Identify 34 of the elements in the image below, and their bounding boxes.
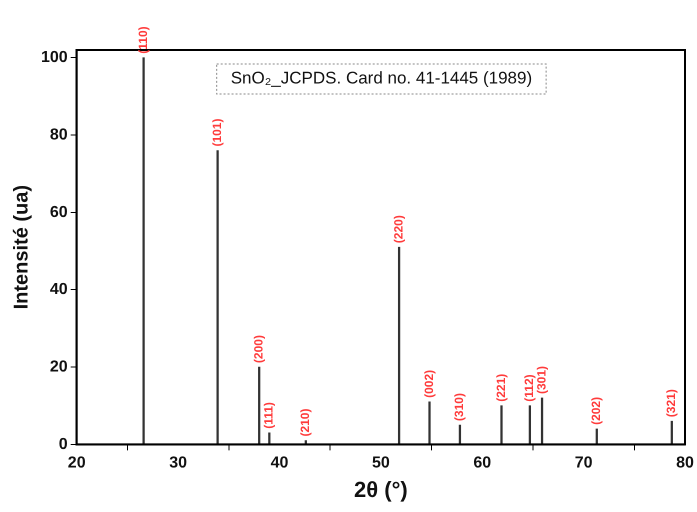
x-tick-label: 80 <box>676 454 694 472</box>
x-tick-label: 30 <box>169 454 188 472</box>
bar <box>268 432 270 444</box>
annotation: (221) <box>494 374 508 402</box>
x-tick-label: 70 <box>574 454 593 472</box>
bar <box>304 440 307 444</box>
y-tick-label: 0 <box>58 436 68 453</box>
annotation: (101) <box>210 118 224 147</box>
annotation: (200) <box>252 335 266 364</box>
annotation: (220) <box>391 215 406 244</box>
x-tick-label: 40 <box>270 454 288 472</box>
x-tick-label: 50 <box>372 454 390 472</box>
annotation: SnO₂_JCPDS. Card no. 41-1445 (1989) <box>230 68 532 88</box>
y-tick-label: 60 <box>50 204 68 221</box>
y-tick-label: 40 <box>50 281 68 298</box>
x-axis-title: 2θ (°) <box>354 476 408 502</box>
y-tick-label: 20 <box>50 358 68 376</box>
y-tick-label: 100 <box>40 49 68 66</box>
annotation: (310) <box>452 393 466 422</box>
annotation: (110) <box>136 26 150 54</box>
annotation: (202) <box>589 396 604 425</box>
annotation: (002) <box>422 370 436 398</box>
x-tick-label: 60 <box>473 454 492 472</box>
annotation: (301) <box>534 366 548 394</box>
annotation: (210) <box>298 408 312 437</box>
bar <box>596 428 598 444</box>
annotation: (111) <box>262 402 276 429</box>
y-axis-title: Intensité (ua) <box>10 184 33 310</box>
annotation: (112) <box>522 374 536 402</box>
y-tick-label: 80 <box>50 126 68 144</box>
bar <box>258 366 260 444</box>
bar <box>670 420 673 444</box>
x-tick-label: 20 <box>68 454 86 472</box>
annotation: (321) <box>664 389 678 418</box>
